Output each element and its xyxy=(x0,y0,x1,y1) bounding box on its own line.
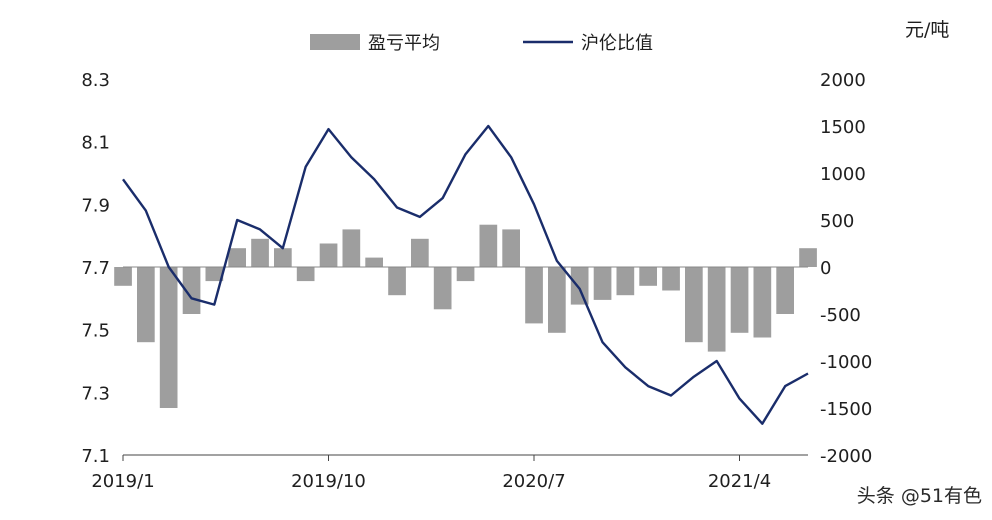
ratio-line xyxy=(122,124,809,425)
bar xyxy=(411,238,429,267)
bar xyxy=(388,267,406,296)
y-axis-right: 2000 1500 1000 500 0 -500 -1000 -1500 -2000 xyxy=(820,70,872,467)
bar xyxy=(228,248,246,267)
bar xyxy=(205,267,224,282)
bar xyxy=(182,267,201,314)
y-left-tick: 8.1 xyxy=(81,133,110,154)
watermark: 头条 @51有色 xyxy=(856,485,982,507)
bar xyxy=(593,267,612,300)
bar xyxy=(114,267,132,286)
y-right-tick: 2000 xyxy=(820,70,866,91)
bar xyxy=(707,267,726,352)
y-left-tick: 7.5 xyxy=(81,321,110,342)
bar xyxy=(799,248,817,267)
bar xyxy=(616,267,635,296)
y-right-tick: -1500 xyxy=(820,399,872,420)
bar xyxy=(159,267,178,408)
bar xyxy=(433,267,452,310)
bar xyxy=(570,267,589,305)
y-right-tick: 1500 xyxy=(820,117,866,138)
x-tick-label: 2019/10 xyxy=(291,471,366,492)
y-left-tick: 7.9 xyxy=(81,195,110,216)
bar xyxy=(502,229,520,267)
y-right-tick: -500 xyxy=(820,305,861,326)
bar xyxy=(365,257,383,267)
bar xyxy=(274,248,292,267)
legend-label-line: 沪伦比值 xyxy=(581,33,653,54)
unit-label: 元/吨 xyxy=(905,19,949,41)
bar xyxy=(730,267,749,333)
x-tick-label: 2019/1 xyxy=(91,471,154,492)
bar xyxy=(639,267,657,286)
bar xyxy=(251,238,269,267)
bar xyxy=(296,267,315,282)
bar xyxy=(525,267,543,324)
y-right-tick: -2000 xyxy=(820,446,872,467)
bar xyxy=(342,229,361,267)
bar xyxy=(548,267,566,333)
y-left-tick: 7.3 xyxy=(81,383,110,404)
y-left-tick: 8.3 xyxy=(81,70,110,91)
y-axis-left: 8.3 8.1 7.9 7.7 7.5 7.3 7.1 xyxy=(81,70,110,467)
legend-swatch-bars xyxy=(310,34,360,50)
x-tick-label: 2021/4 xyxy=(708,471,771,492)
x-tick-label: 2020/7 xyxy=(502,471,565,492)
legend: 盈亏平均 沪伦比值 xyxy=(310,33,653,54)
y-right-tick: 500 xyxy=(820,211,854,232)
bar xyxy=(479,224,498,267)
bar xyxy=(137,267,155,343)
bars-group xyxy=(114,224,817,408)
y-left-tick: 7.1 xyxy=(81,446,110,467)
legend-label-bars: 盈亏平均 xyxy=(368,33,440,54)
y-right-tick: 1000 xyxy=(820,164,866,185)
y-right-tick: 0 xyxy=(820,258,831,279)
bar xyxy=(319,243,338,267)
bar xyxy=(776,267,794,314)
y-right-tick: -1000 xyxy=(820,352,872,373)
bar xyxy=(456,267,475,282)
bar xyxy=(753,267,772,338)
bar xyxy=(685,267,703,343)
bar xyxy=(662,267,680,291)
x-axis-ticks: 2019/1 2019/10 2020/7 2021/4 xyxy=(91,455,771,492)
y-left-tick: 7.7 xyxy=(81,258,110,279)
